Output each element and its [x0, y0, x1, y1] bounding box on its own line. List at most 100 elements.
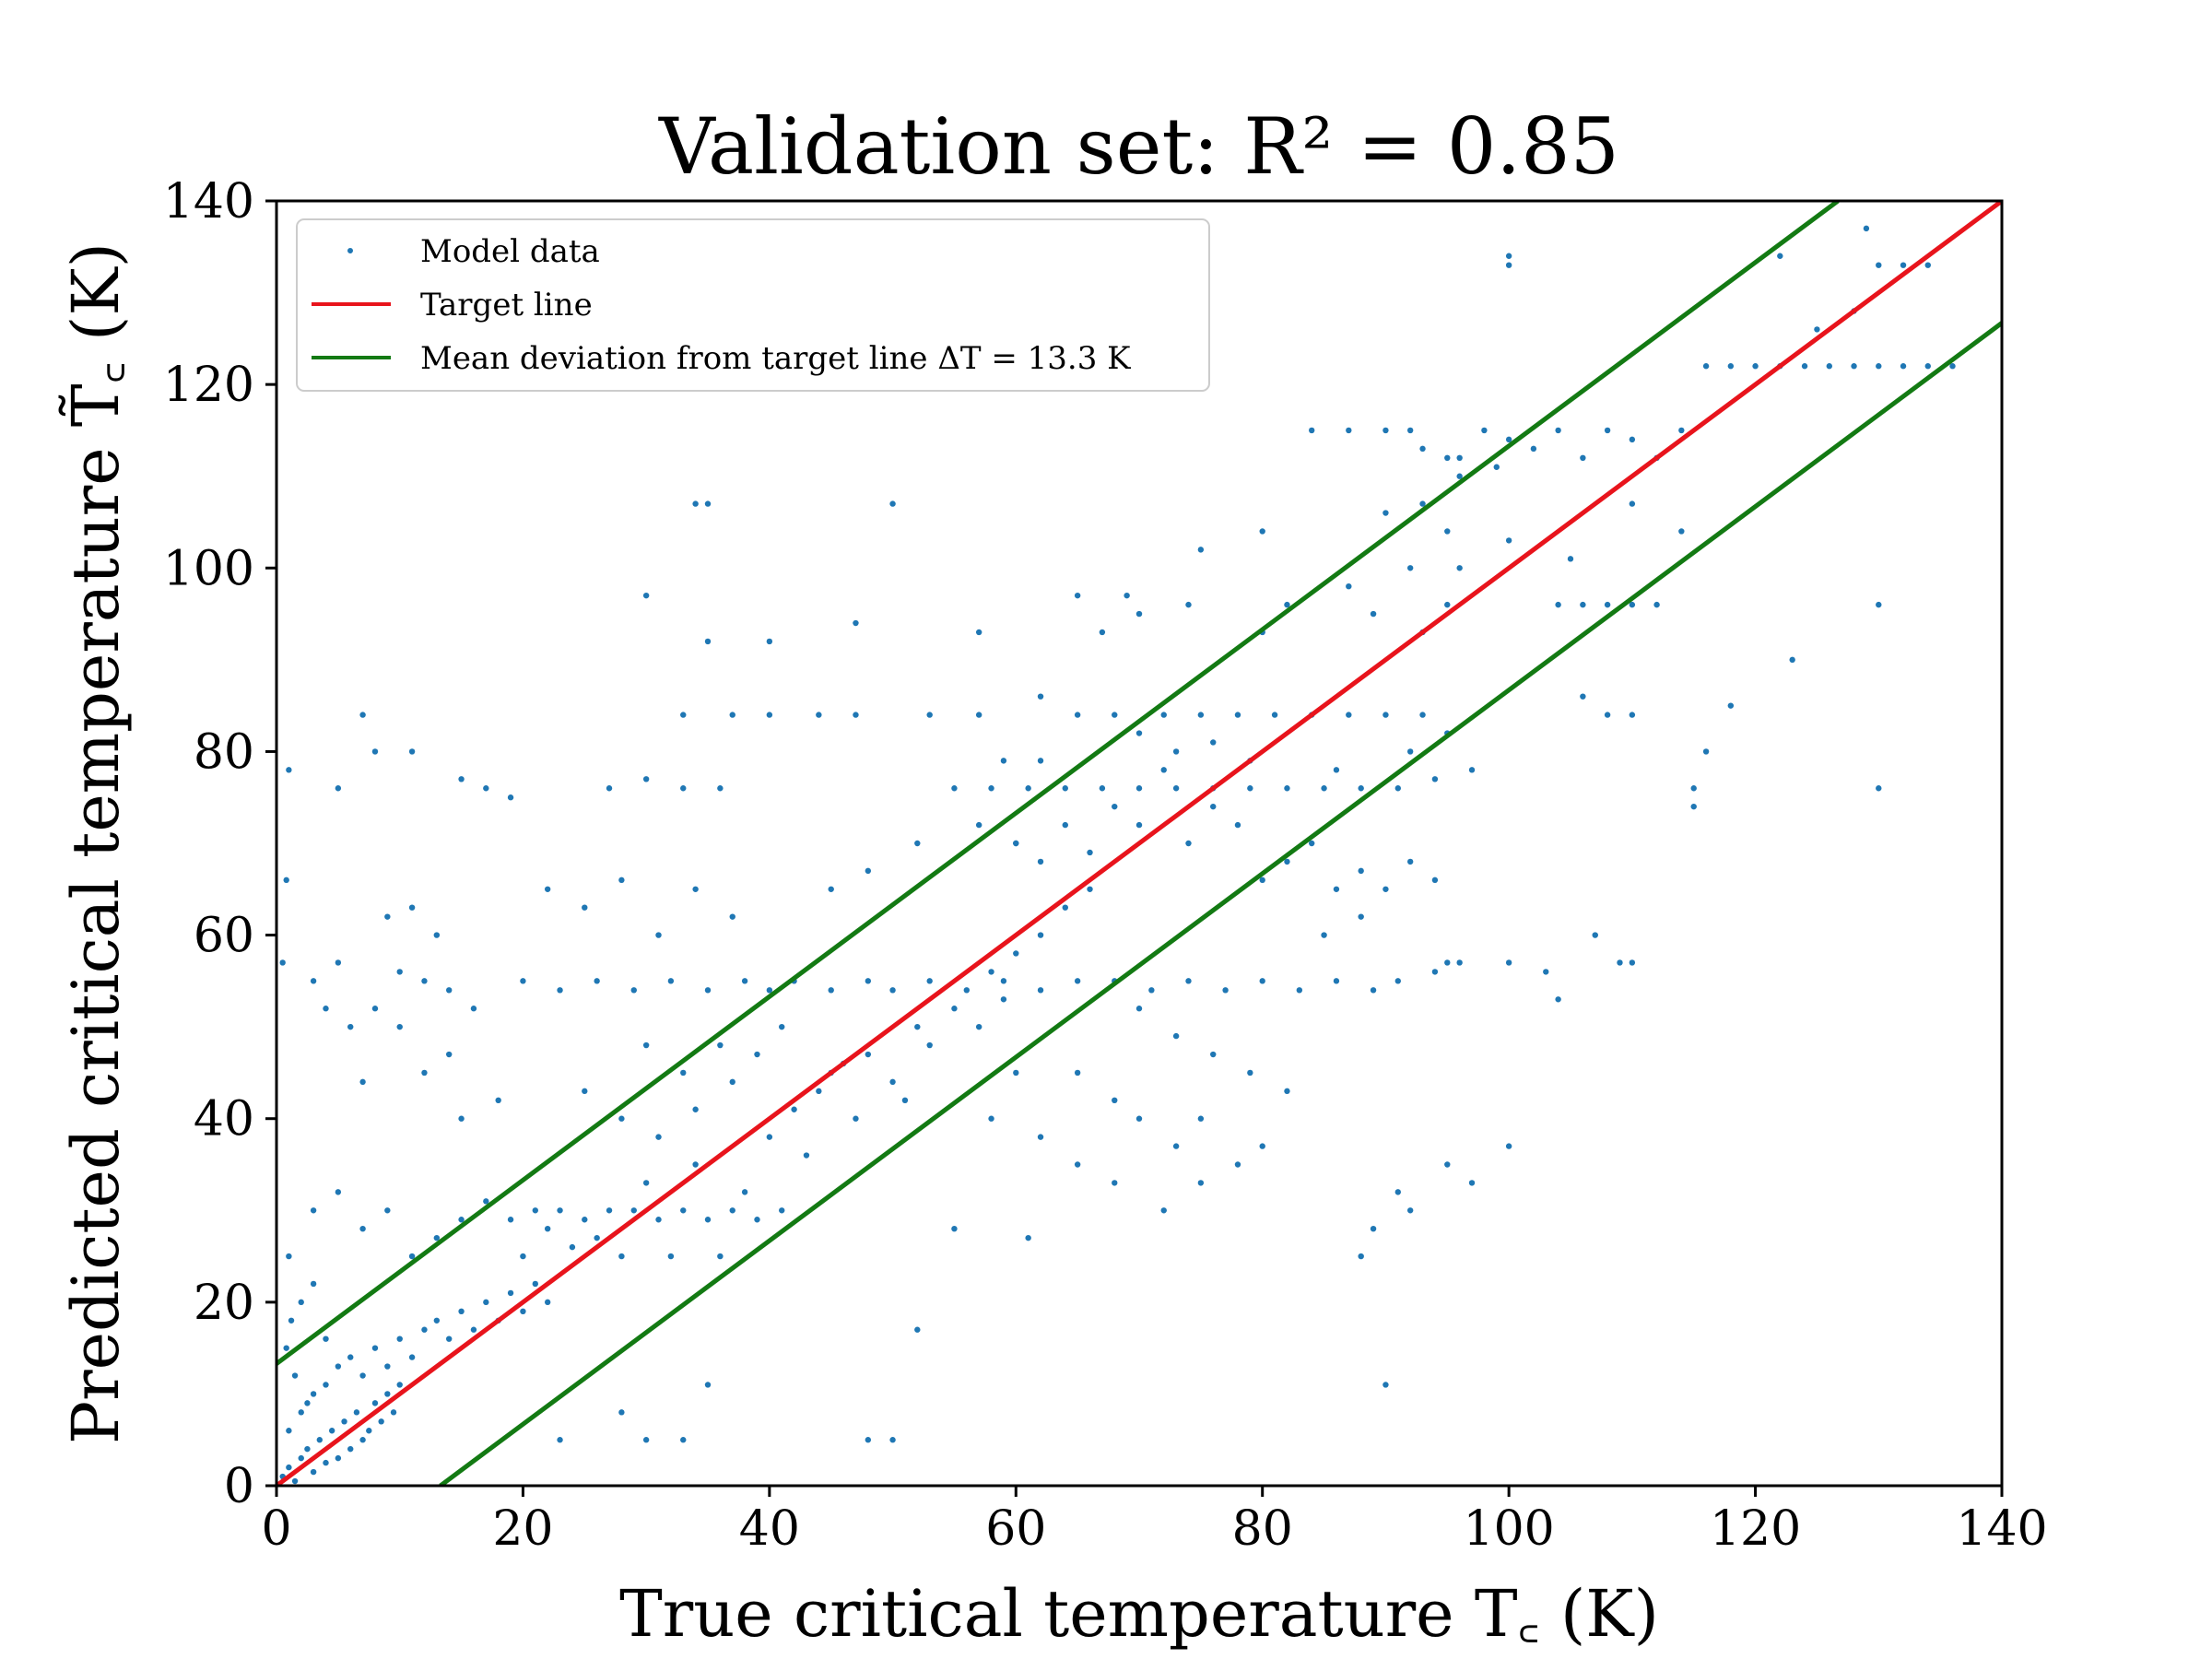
data-point — [421, 1069, 428, 1077]
data-point — [1197, 547, 1205, 553]
data-point — [1567, 556, 1574, 562]
data-point — [1406, 427, 1414, 434]
data-point — [1505, 253, 1512, 259]
legend-box — [296, 218, 1210, 392]
data-point — [1358, 913, 1364, 920]
data-point — [1284, 785, 1290, 792]
data-point — [298, 1454, 304, 1462]
data-point — [507, 1217, 514, 1223]
data-point — [1321, 932, 1327, 938]
data-point — [1604, 601, 1611, 608]
data-point — [1333, 767, 1340, 773]
data-point — [495, 1097, 501, 1104]
data-point — [384, 1363, 391, 1370]
data-point — [283, 1345, 289, 1351]
data-point — [1025, 1234, 1031, 1241]
data-point — [1481, 427, 1488, 434]
data-point — [1444, 454, 1451, 461]
legend: Model data Target line Mean deviation fr… — [296, 218, 1210, 392]
data-point — [1876, 601, 1882, 608]
data-point — [680, 1069, 687, 1077]
data-point — [1309, 840, 1315, 847]
data-point — [507, 1289, 514, 1297]
data-point — [335, 1189, 342, 1195]
data-point — [1406, 748, 1414, 755]
data-point — [1394, 978, 1402, 984]
y-tick-label: 20 — [194, 1276, 254, 1331]
data-point — [470, 1006, 477, 1012]
data-point — [642, 776, 650, 782]
data-point — [1037, 987, 1044, 994]
data-point — [1444, 1161, 1451, 1168]
mean-deviation-line — [276, 201, 1840, 1366]
data-point — [1358, 785, 1364, 792]
data-point — [1863, 225, 1870, 232]
data-point — [1259, 1143, 1265, 1149]
data-point — [1037, 693, 1044, 700]
data-point — [766, 1134, 773, 1140]
data-point — [1394, 785, 1402, 792]
y-tick-label: 80 — [194, 724, 254, 780]
y-tick-label: 120 — [163, 358, 254, 413]
data-point — [1555, 427, 1561, 434]
data-point — [323, 1459, 329, 1466]
x-tick-label: 80 — [1232, 1501, 1293, 1557]
data-point — [353, 1409, 360, 1416]
data-point — [1087, 849, 1093, 856]
data-point — [335, 1363, 342, 1370]
plot-frame — [275, 199, 2004, 1488]
data-point — [618, 877, 625, 884]
data-point — [1284, 858, 1290, 865]
data-point — [291, 1477, 299, 1485]
data-point — [1629, 959, 1636, 966]
data-point — [655, 1217, 662, 1223]
data-point — [828, 886, 834, 892]
data-point — [1826, 363, 1833, 370]
data-point — [1543, 969, 1549, 975]
data-point — [680, 785, 687, 792]
data-point — [458, 1217, 465, 1223]
data-point — [692, 500, 699, 507]
data-point — [1025, 785, 1031, 792]
x-tick-label: 140 — [1956, 1501, 2047, 1557]
data-point — [692, 1161, 699, 1168]
data-point — [1444, 601, 1451, 608]
data-point — [1949, 363, 1956, 370]
data-point — [1013, 840, 1019, 847]
data-point — [408, 1354, 416, 1360]
data-point — [1505, 1143, 1512, 1149]
y-tick-label: 60 — [194, 909, 254, 964]
data-point — [582, 1088, 588, 1095]
data-point — [408, 1253, 416, 1260]
data-point — [378, 1418, 384, 1425]
data-point — [569, 1243, 576, 1251]
data-point — [347, 1023, 354, 1030]
data-point — [741, 978, 748, 984]
data-point — [1580, 454, 1586, 461]
data-point — [1321, 785, 1327, 792]
data-point — [1087, 886, 1093, 892]
data-point — [975, 1023, 982, 1030]
data-point — [1112, 1180, 1118, 1186]
data-point — [433, 1234, 441, 1241]
data-point — [371, 1400, 379, 1406]
data-point — [335, 1454, 342, 1462]
data-point — [1112, 1097, 1118, 1104]
data-point — [1444, 959, 1451, 966]
data-point — [1346, 712, 1352, 718]
data-point — [335, 785, 342, 792]
data-point — [914, 1326, 921, 1333]
y-axis-label: Predicted critical temperature T̃꜀ (K) — [58, 242, 134, 1444]
data-point — [717, 1041, 724, 1049]
data-point — [1172, 785, 1180, 792]
data-point — [1876, 785, 1882, 792]
data-point — [975, 629, 982, 636]
data-point — [926, 1041, 933, 1049]
data-point — [310, 978, 317, 984]
data-point — [1382, 712, 1389, 718]
data-point — [865, 867, 872, 875]
data-point — [1135, 785, 1143, 792]
data-point — [279, 959, 286, 966]
data-point — [328, 1428, 335, 1434]
y-tick-label: 0 — [224, 1459, 254, 1514]
